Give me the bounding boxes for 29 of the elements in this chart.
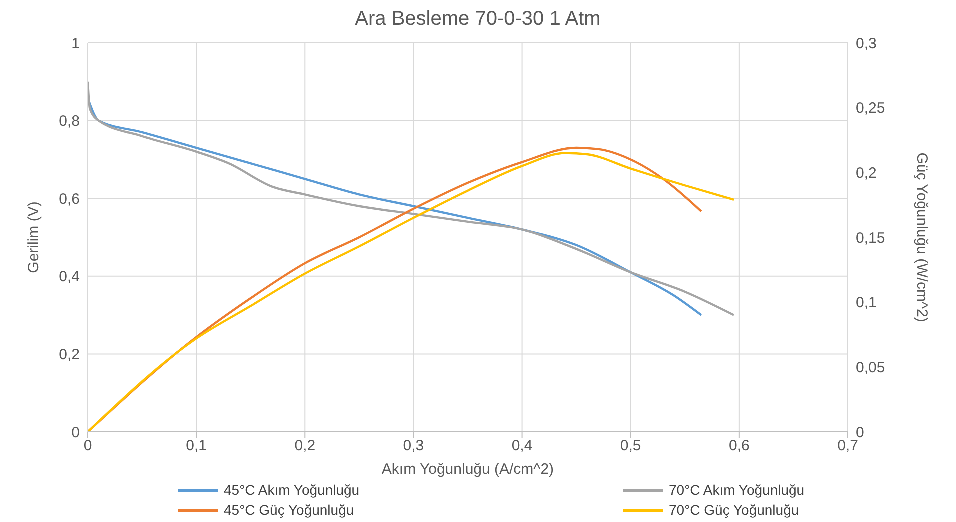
y2-tick-label: 0,2 [856, 164, 877, 182]
y2-tick-label: 0,15 [856, 230, 886, 247]
x-axis-title: Akım Yoğunluğu (A/cm^2) [382, 461, 554, 478]
y2-tick-label: 0,25 [856, 100, 886, 118]
x-tick-label: 0,2 [294, 438, 316, 455]
y-tick-label: 0,4 [59, 268, 80, 286]
y-axis-title: Gerilim (V) [25, 202, 42, 274]
y2-axis-title: Güç Yoğunluğu (W/cm^2) [914, 152, 931, 322]
chart-title: Ara Besleme 70-0-30 1 Atm [354, 8, 602, 31]
x-tick-label: 0,6 [729, 438, 750, 455]
y-tick-label: 1 [72, 35, 80, 52]
legend-label: 45°C Akım Yoğunluğu [223, 482, 361, 498]
legend-label: 70°C Güç Yoğunluğu [668, 502, 800, 518]
y2-tick-label: 0,3 [856, 35, 877, 52]
legend-label: 45°C Güç Yoğunluğu [223, 502, 356, 518]
x-tick-label: 0,1 [186, 438, 207, 455]
y2-tick-label: 0,05 [856, 359, 886, 376]
legend-label: 70°C Akım Yoğunluğu [668, 482, 806, 498]
y-tick-label: 0,2 [59, 346, 80, 364]
x-tick-label: 0,7 [838, 438, 858, 455]
y-tick-label: 0,8 [59, 113, 80, 130]
y2-tick-label: 0,1 [856, 294, 877, 312]
y-tick-label: 0 [72, 424, 80, 442]
x-tick-label: 0,3 [403, 438, 424, 455]
y2-tick-label: 0 [856, 424, 864, 442]
y-tick-label: 0,6 [59, 190, 80, 208]
x-tick-label: 0,5 [620, 438, 642, 455]
x-tick-label: 0 [84, 438, 92, 455]
x-tick-label: 0,4 [512, 438, 533, 455]
